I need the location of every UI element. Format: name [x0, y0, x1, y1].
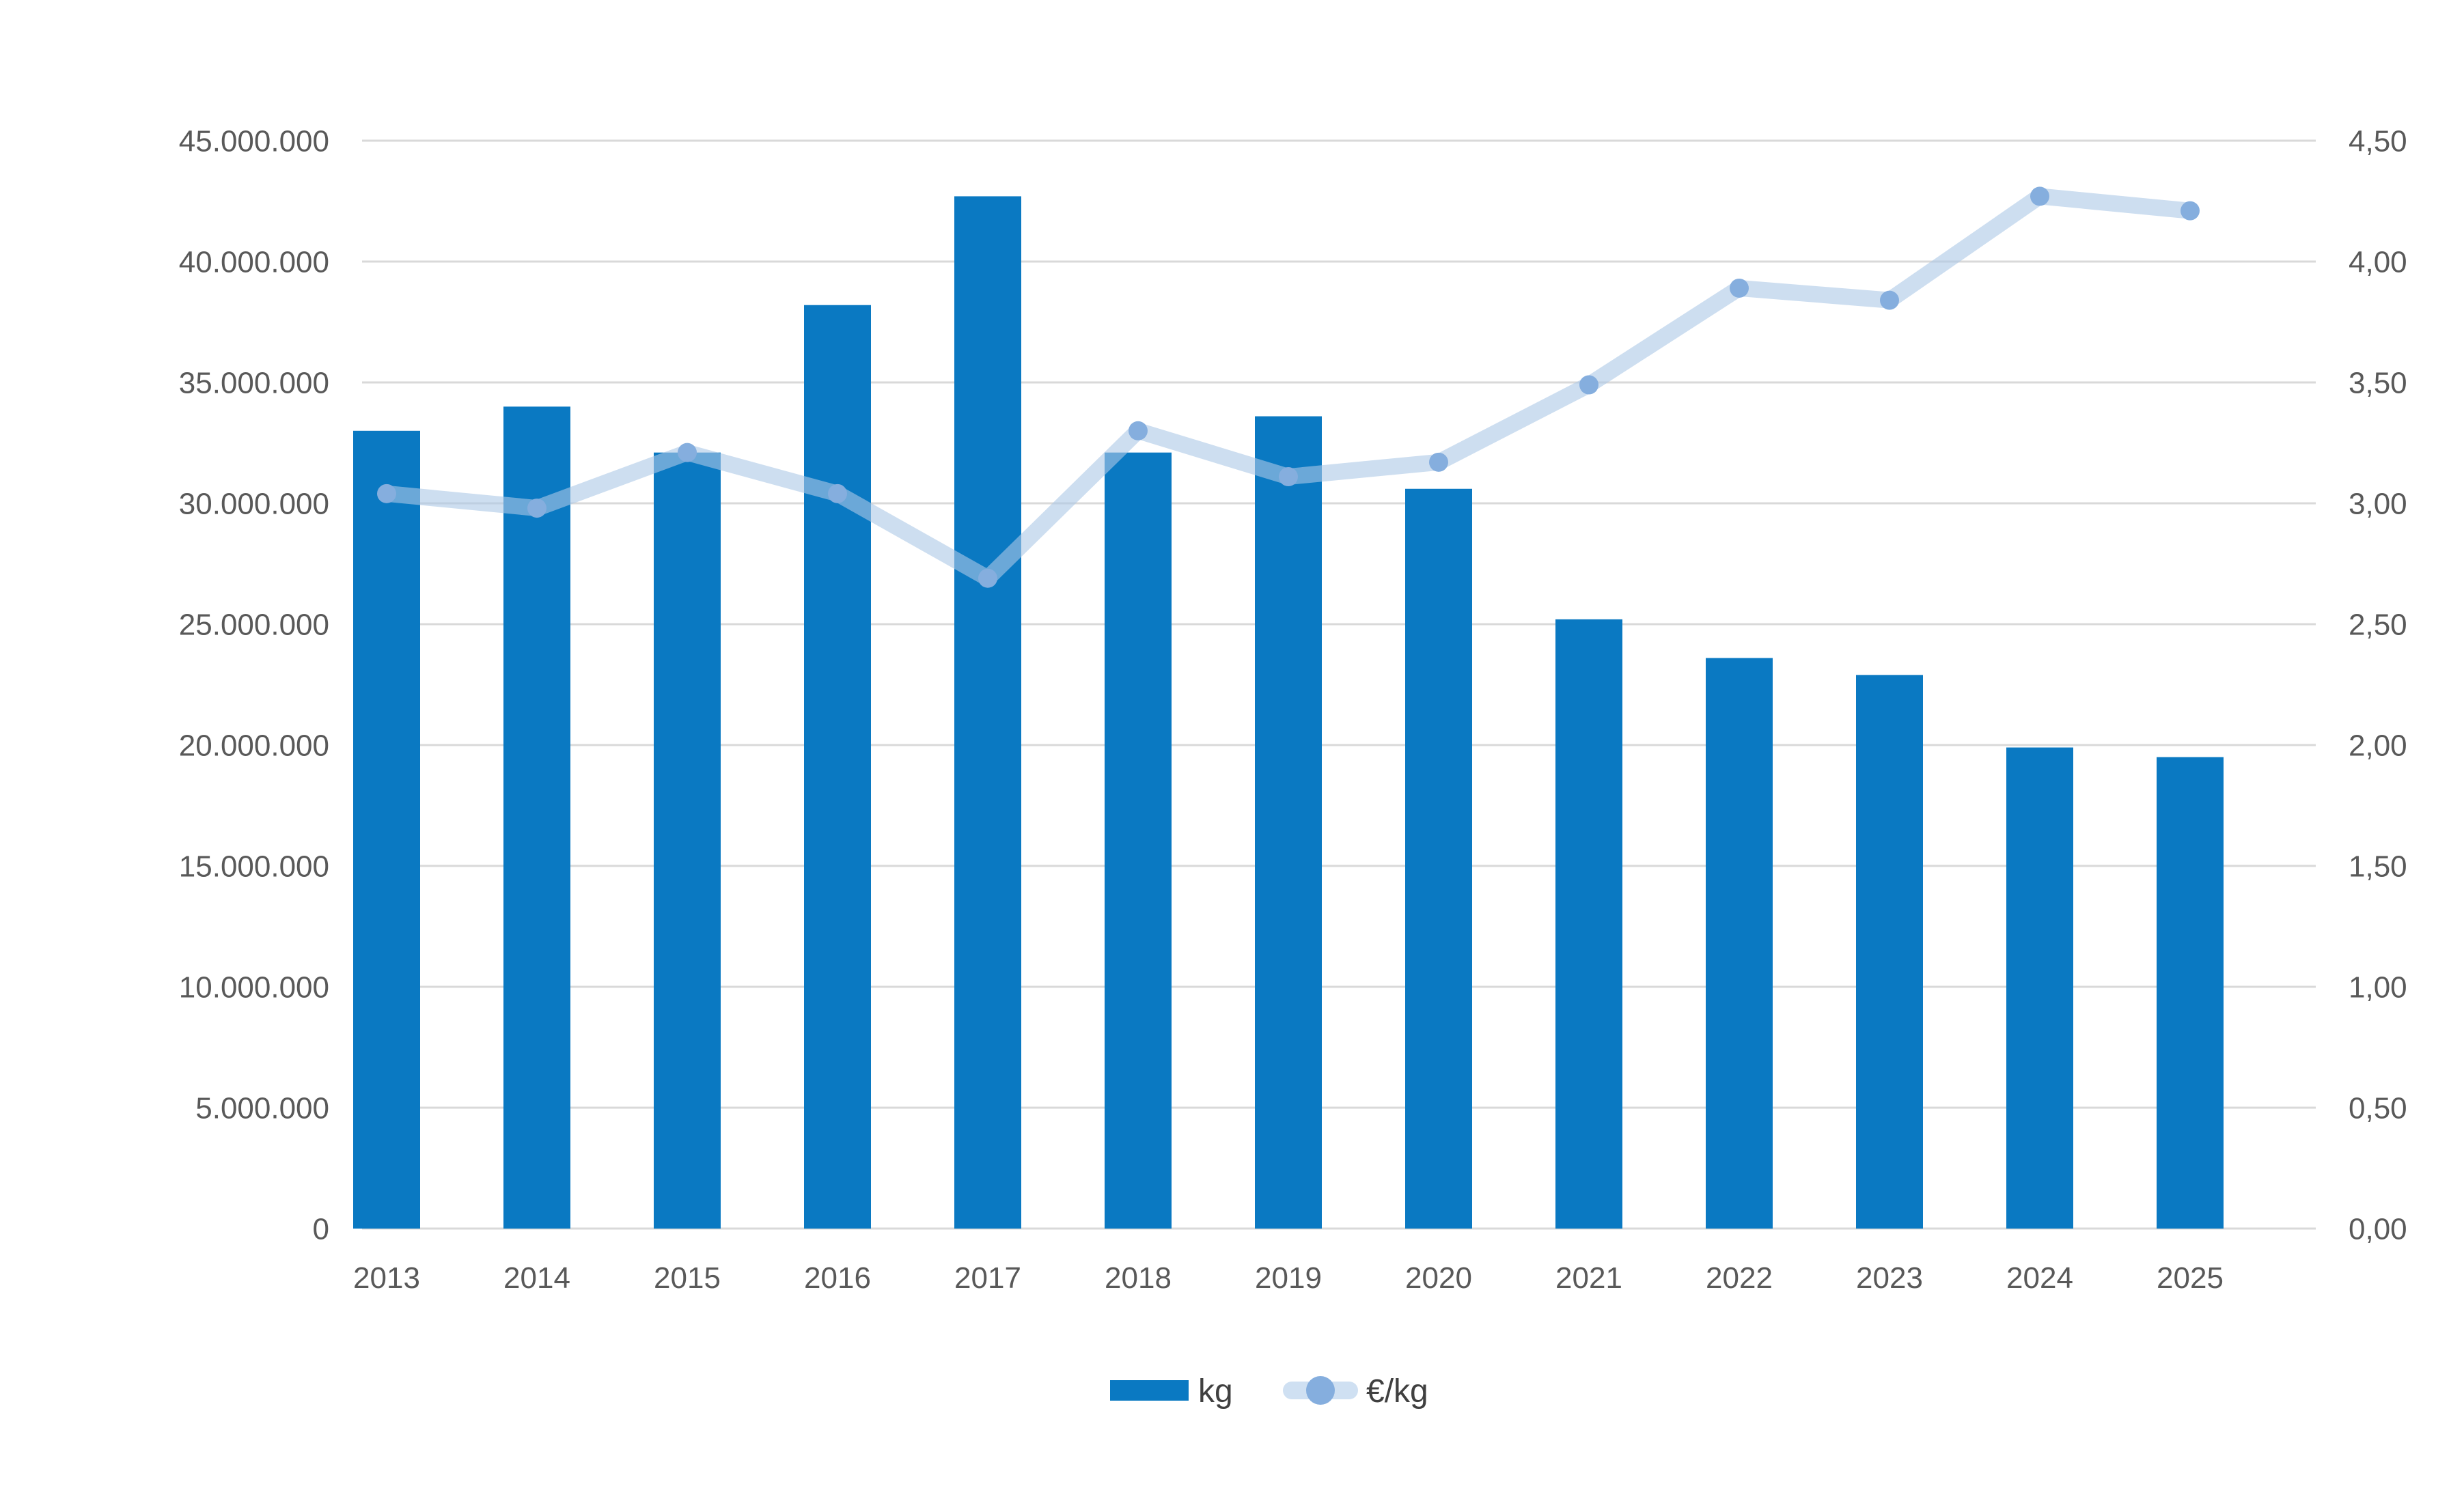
line-point-2022 [1730, 278, 1749, 298]
line-point-2018 [1129, 421, 1148, 440]
bar-2019 [1255, 416, 1322, 1229]
bar-2015 [654, 452, 721, 1229]
line-point-2025 [2181, 201, 2200, 221]
right-tick-2,50: 2,50 [2349, 608, 2407, 641]
x-label-2019: 2019 [1255, 1261, 1322, 1295]
line-point-2020 [1429, 452, 1448, 472]
x-label-2017: 2017 [954, 1261, 1021, 1295]
left-tick-25.000.000: 25.000.000 [179, 608, 329, 641]
bar-2024 [2006, 747, 2073, 1229]
x-label-2024: 2024 [2006, 1261, 2073, 1295]
bar-2025 [2157, 757, 2224, 1229]
x-label-2014: 2014 [503, 1261, 570, 1295]
legend: kg €/kg [1110, 1373, 1428, 1410]
line-point-2017 [978, 568, 997, 588]
line-point-2016 [828, 484, 847, 503]
line-point-2021 [1579, 375, 1598, 395]
x-label-2018: 2018 [1105, 1261, 1172, 1295]
line-point-2013 [377, 484, 396, 503]
legend-eur-per-kg-label: €/kg [1366, 1373, 1428, 1410]
right-tick-1,50: 1,50 [2349, 850, 2407, 883]
left-tick-45.000.000: 45.000.000 [179, 124, 329, 158]
legend-price-marker-swatch [1306, 1376, 1335, 1405]
bar-2014 [503, 406, 570, 1229]
right-tick-0,00: 0,00 [2349, 1212, 2407, 1246]
line-point-2015 [678, 443, 697, 462]
x-axis-labels: 2013 2014 2015 2016 2017 2018 2019 2020 2021 2022… [353, 1261, 2224, 1295]
bar-2013 [353, 430, 420, 1229]
line-point-2024 [2030, 186, 2049, 206]
x-label-2020: 2020 [1405, 1261, 1472, 1295]
left-tick-40.000.000: 40.000.000 [179, 245, 329, 279]
price-line-series [377, 186, 2200, 588]
right-axis-tick-labels: 0,00 0,50 1,00 1,50 2,00 2,50 3,00 3,50 4,00 4,50 [2349, 124, 2407, 1246]
kg-bar-series [353, 196, 2224, 1229]
x-label-2021: 2021 [1555, 1261, 1622, 1295]
bar-2016 [804, 305, 871, 1229]
bar-2017 [954, 196, 1021, 1229]
left-tick-0: 0 [313, 1212, 329, 1246]
x-label-2023: 2023 [1856, 1261, 1923, 1295]
bar-2023 [1856, 675, 1923, 1229]
left-tick-5.000.000: 5.000.000 [195, 1091, 329, 1125]
right-tick-2,00: 2,00 [2349, 729, 2407, 762]
right-tick-0,50: 0,50 [2349, 1091, 2407, 1125]
bar-2022 [1706, 658, 1773, 1229]
x-label-2015: 2015 [654, 1261, 721, 1295]
left-axis-tick-labels: 0 5.000.000 10.000.000 15.000.000 20.000.000… [179, 124, 329, 1246]
legend-kg-bar-swatch [1110, 1380, 1189, 1401]
left-tick-30.000.000: 30.000.000 [179, 487, 329, 520]
x-label-2016: 2016 [804, 1261, 871, 1295]
bar-2018 [1105, 452, 1172, 1229]
legend-kg-label: kg [1198, 1373, 1233, 1410]
x-label-2022: 2022 [1706, 1261, 1773, 1295]
x-label-2025: 2025 [2157, 1261, 2224, 1295]
left-tick-20.000.000: 20.000.000 [179, 729, 329, 762]
line-point-2023 [1880, 290, 1899, 310]
bar-2020 [1405, 488, 1472, 1229]
line-point-2019 [1279, 467, 1298, 487]
x-label-2013: 2013 [353, 1261, 420, 1295]
right-tick-1,00: 1,00 [2349, 970, 2407, 1004]
bar-2021 [1555, 619, 1622, 1229]
left-tick-10.000.000: 10.000.000 [179, 970, 329, 1004]
right-tick-4,50: 4,50 [2349, 124, 2407, 158]
right-tick-3,50: 3,50 [2349, 366, 2407, 400]
right-tick-4,00: 4,00 [2349, 245, 2407, 279]
left-tick-15.000.000: 15.000.000 [179, 850, 329, 883]
left-tick-35.000.000: 35.000.000 [179, 366, 329, 400]
right-tick-3,00: 3,00 [2349, 487, 2407, 520]
line-point-2014 [527, 499, 546, 518]
